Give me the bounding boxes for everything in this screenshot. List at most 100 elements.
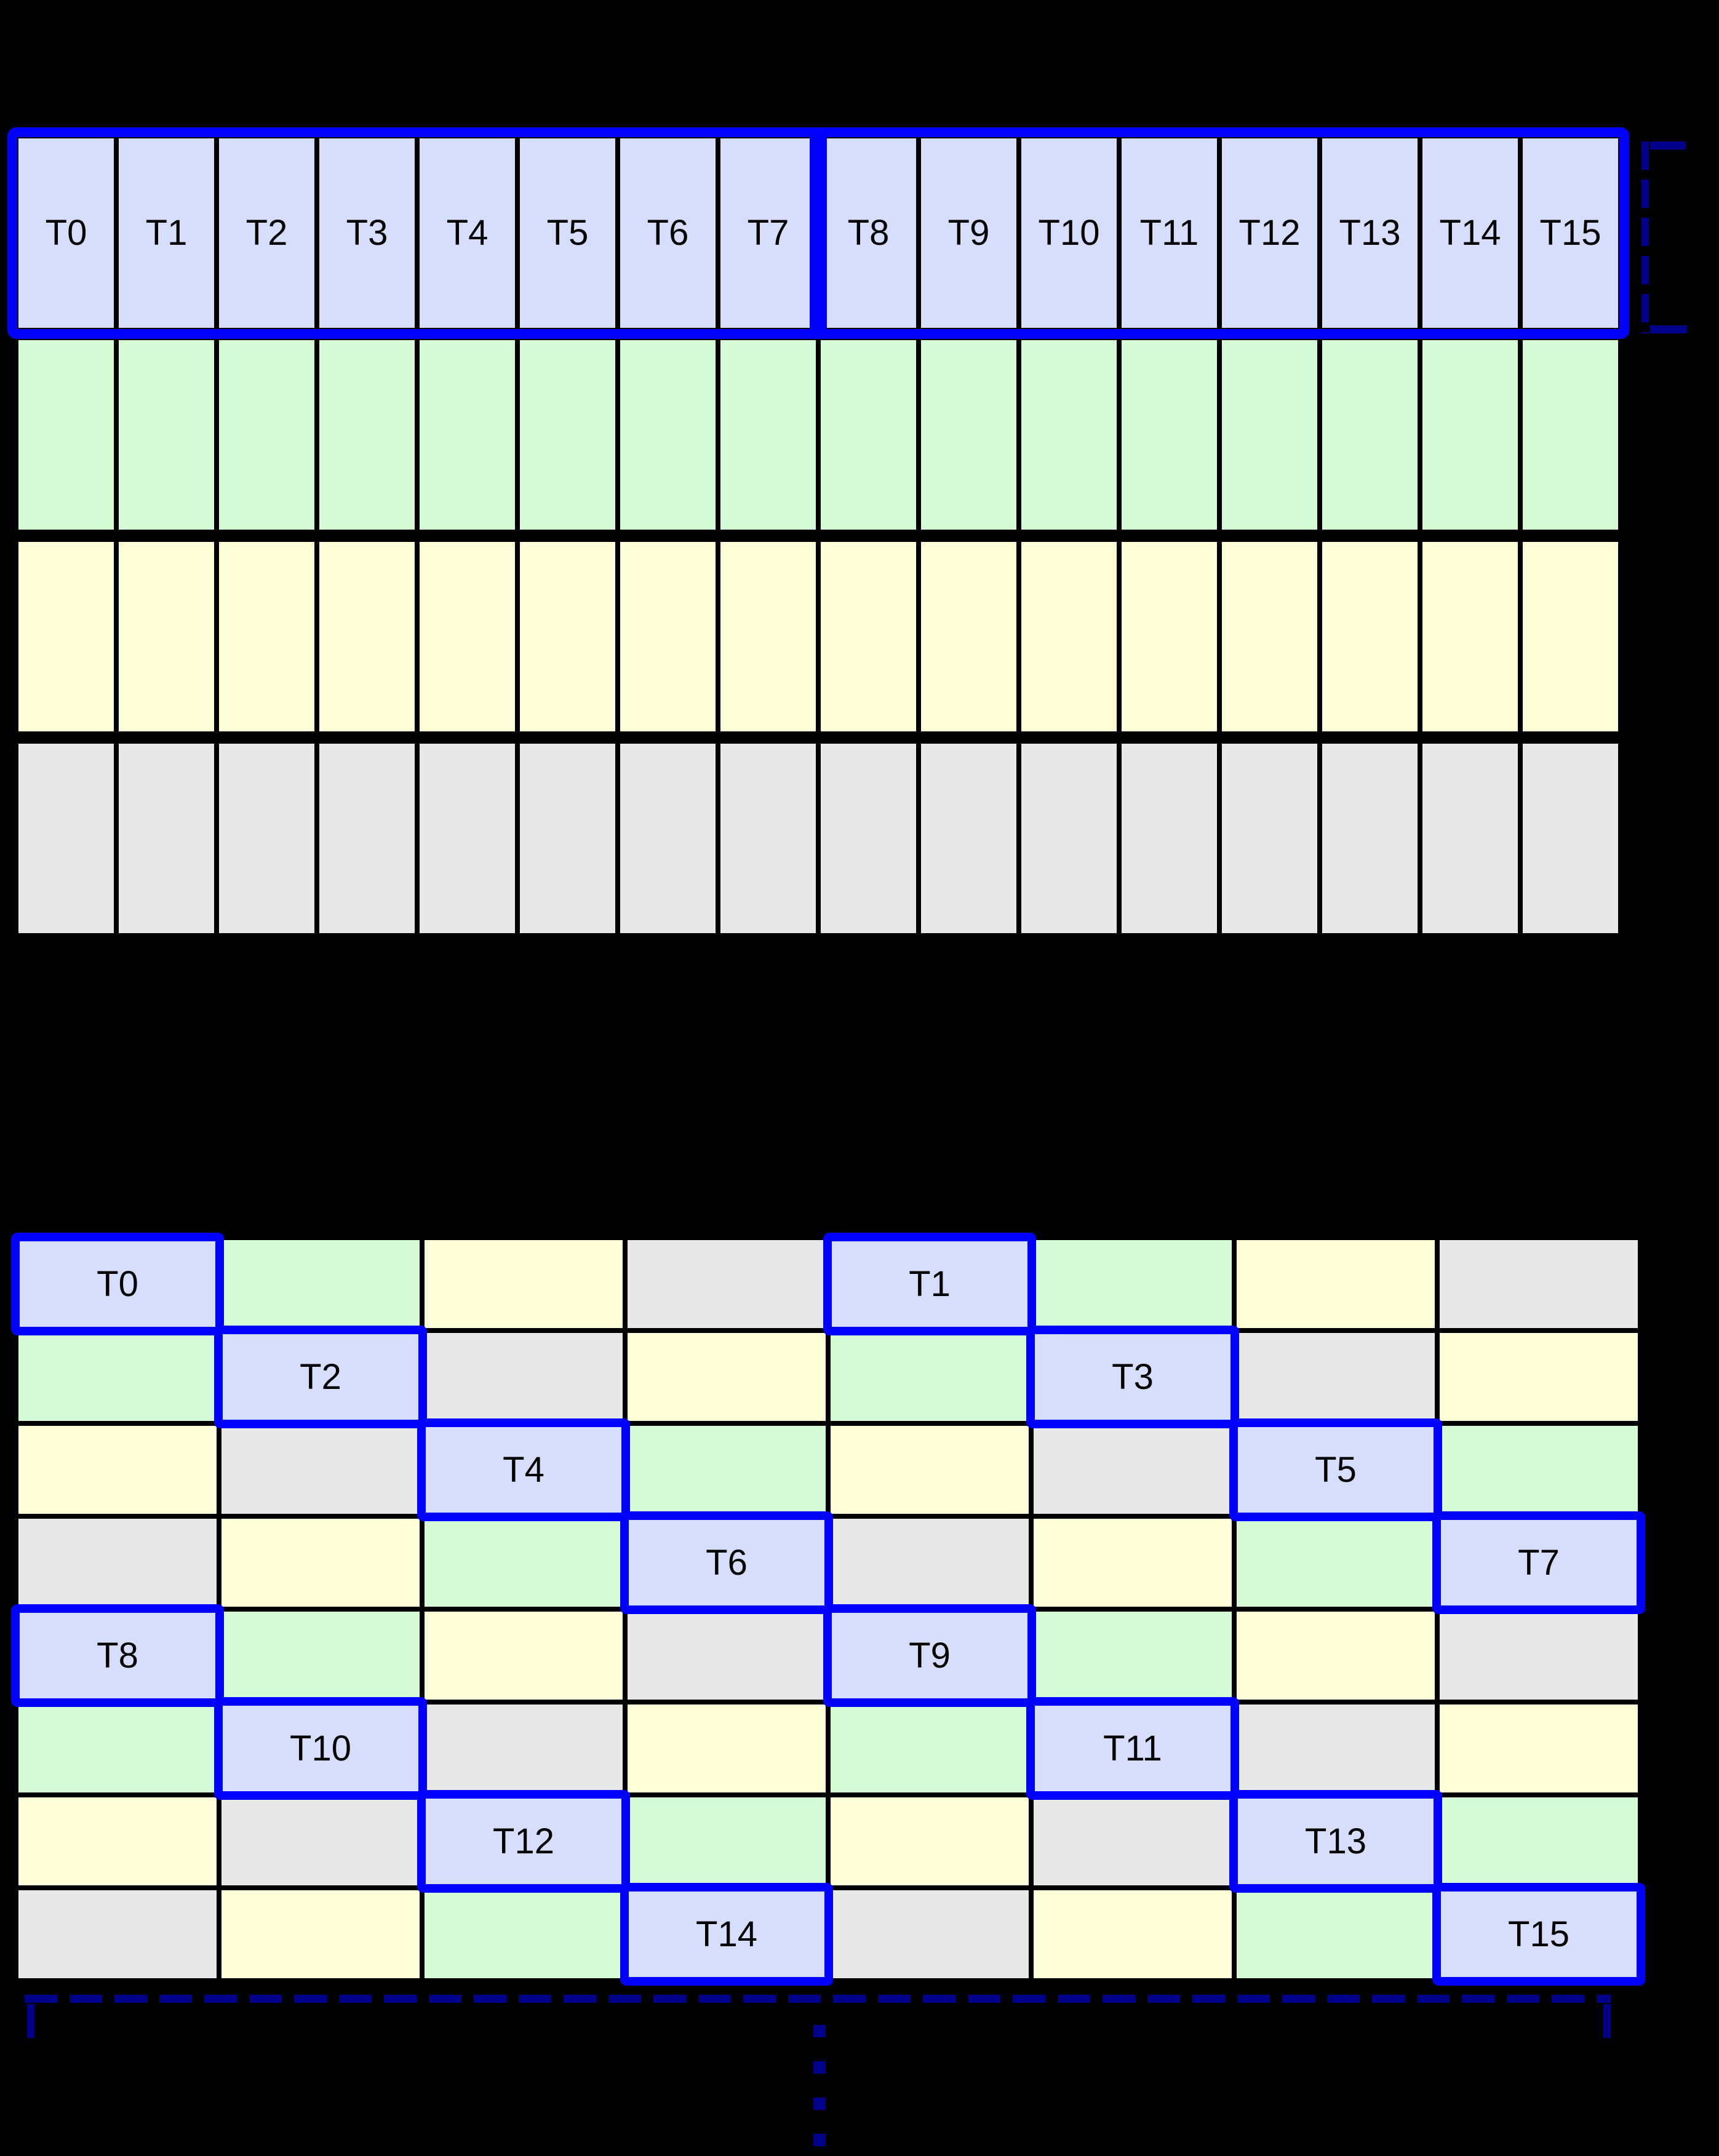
thread-cell-T14: T14	[1422, 138, 1518, 328]
grid1-cell-gray	[620, 744, 716, 933]
grid2-cell-green	[425, 1519, 623, 1607]
thread-cell-T9: T9	[921, 138, 1016, 328]
grid1-cell-gray	[520, 744, 615, 933]
grid1-cell-green	[1523, 340, 1618, 530]
grid1-cell-green	[1422, 340, 1518, 530]
grid2-cell-yellow	[1237, 1240, 1435, 1328]
grid2-cell-yellow	[1034, 1519, 1232, 1607]
grid2-cell-yellow	[1034, 1890, 1232, 1978]
thread-cell-T13: T13	[1322, 138, 1418, 328]
grid1-cell-gray	[119, 744, 214, 933]
grid1-cell-green	[520, 340, 615, 530]
grid2-cell-gray	[221, 1797, 420, 1885]
thread-cell-T6: T6	[628, 1519, 826, 1607]
thread-cell-T7: T7	[1440, 1519, 1638, 1607]
grid1-cell-green	[119, 340, 214, 530]
grid2-cell-gray	[1440, 1612, 1638, 1700]
grid2-cell-green	[18, 1333, 217, 1421]
grid2-cell-green	[628, 1426, 826, 1514]
grid1-cell-yellow	[720, 542, 816, 731]
thread-cell-T5: T5	[520, 138, 615, 328]
grid2-cell-yellow	[221, 1519, 420, 1607]
thread-cell-T2: T2	[221, 1333, 420, 1421]
thread-box-T3	[1026, 1326, 1239, 1428]
thread-cell-T1: T1	[119, 138, 214, 328]
thread-cell-T12: T12	[425, 1797, 623, 1885]
thread-cell-T0: T0	[18, 1240, 217, 1328]
grid2-cell-green	[221, 1612, 420, 1700]
grid2-cell-gray	[425, 1333, 623, 1421]
thread-cell-T11: T11	[1122, 138, 1217, 328]
grid2-cell-gray	[628, 1240, 826, 1328]
grid1-cell-gray	[1322, 744, 1418, 933]
ellipsis-dot	[813, 2061, 826, 2074]
grid1-cell-yellow	[420, 542, 515, 731]
grid2-cell-yellow	[1440, 1333, 1638, 1421]
grid2-cell-green	[1034, 1240, 1232, 1328]
grid2-cell-green	[1034, 1612, 1232, 1700]
thread-box-T6	[620, 1511, 833, 1614]
grid2-cell-gray	[18, 1890, 217, 1978]
grid1-cell-yellow	[219, 542, 314, 731]
grid2-cell-green	[18, 1705, 217, 1792]
grid2-cell-green	[1440, 1426, 1638, 1514]
grid1-cell-yellow	[1021, 542, 1117, 731]
grid1-cell-green	[319, 340, 415, 530]
grid2-cell-gray	[628, 1612, 826, 1700]
bottom-bracket-line	[25, 1995, 1611, 2003]
thread-cell-T8: T8	[821, 138, 916, 328]
thread-box-T4	[417, 1418, 630, 1521]
thread-box-T15	[1432, 1883, 1645, 1986]
grid1-cell-gray	[921, 744, 1016, 933]
grid2-cell-green	[1440, 1797, 1638, 1885]
grid2-cell-gray	[1440, 1240, 1638, 1328]
grid1-cell-green	[1322, 340, 1418, 530]
bracket-top-tick	[1650, 141, 1686, 149]
grid2-cell-green	[425, 1890, 623, 1978]
grid2-cell-yellow	[1237, 1612, 1435, 1700]
thread-box-T14	[620, 1883, 833, 1986]
grid2-cell-green	[1237, 1519, 1435, 1607]
grid1-cell-gray	[219, 744, 314, 933]
grid1-cell-gray	[18, 744, 114, 933]
grid1-cell-yellow	[620, 542, 716, 731]
thread-box-T11	[1026, 1697, 1239, 1800]
grid1-cell-green	[620, 340, 716, 530]
grid2-cell-gray	[425, 1705, 623, 1792]
thread-group-box-1	[810, 127, 1629, 339]
grid1-cell-gray	[1422, 744, 1518, 933]
thread-cell-T11: T11	[1034, 1705, 1232, 1792]
grid2-cell-yellow	[831, 1426, 1029, 1514]
grid1-cell-yellow	[821, 542, 916, 731]
thread-box-T10	[214, 1697, 427, 1800]
thread-cell-T1: T1	[831, 1240, 1029, 1328]
thread-box-T0	[11, 1233, 224, 1335]
thread-box-T2	[214, 1326, 427, 1428]
thread-cell-T10: T10	[221, 1705, 420, 1792]
thread-cell-T12: T12	[1222, 138, 1317, 328]
thread-cell-T2: T2	[219, 138, 314, 328]
thread-box-T12	[417, 1790, 630, 1893]
thread-cell-T6: T6	[620, 138, 716, 328]
thread-box-T7	[1432, 1511, 1645, 1614]
grid1-cell-gray	[1021, 744, 1117, 933]
grid2-cell-gray	[831, 1519, 1029, 1607]
grid1-cell-gray	[821, 744, 916, 933]
thread-cell-T9: T9	[831, 1612, 1029, 1700]
grid1-cell-green	[18, 340, 114, 530]
grid1-cell-gray	[720, 744, 816, 933]
grid1-cell-green	[1021, 340, 1117, 530]
grid1-cell-green	[1122, 340, 1217, 530]
bracket-bottom-tick	[1650, 325, 1687, 333]
grid2-cell-gray	[1237, 1705, 1435, 1792]
thread-box-T9	[823, 1604, 1036, 1707]
thread-cell-T3: T3	[319, 138, 415, 328]
grid1-cell-gray	[319, 744, 415, 933]
grid1-cell-green	[720, 340, 816, 530]
thread-cell-T4: T4	[425, 1426, 623, 1514]
grid2-cell-gray	[1237, 1333, 1435, 1421]
grid1-cell-green	[420, 340, 515, 530]
grid1-cell-gray	[420, 744, 515, 933]
thread-cell-T8: T8	[18, 1612, 217, 1700]
